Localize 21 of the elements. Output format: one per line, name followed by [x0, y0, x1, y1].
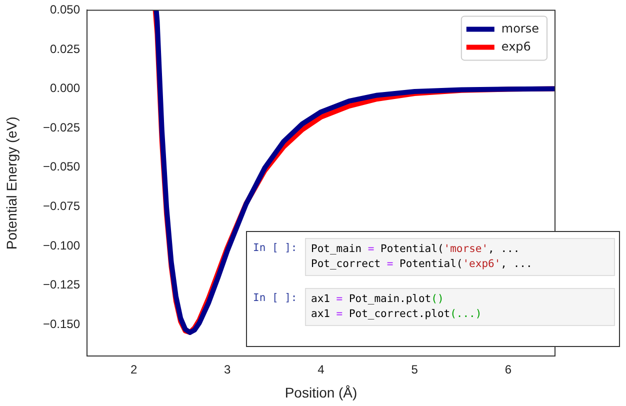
y-tick-label: −0.025 [42, 120, 80, 134]
annotation: In [ ]: [253, 241, 298, 256]
x-tick-label: 3 [224, 362, 232, 377]
x-axis-title: Position (Å) [284, 384, 358, 400]
annotation: In [ ]: [253, 291, 298, 306]
y-tick-label: 0.025 [50, 42, 80, 56]
y-tick-label: −0.050 [42, 160, 80, 174]
x-tick-label: 2 [130, 362, 138, 377]
y-tick-label: 0.000 [50, 81, 80, 96]
y-tick-label: 0.050 [50, 2, 80, 17]
y-axis-title: Potential Energy (eV) [3, 116, 20, 250]
y-tick-label: −0.075 [42, 198, 80, 213]
code-cell-panel: In [ ]: Pot_main = Potential('morse', ... Pot_correct = Potential('exp6', ... In [ ]: ax1 = Pot_main.plot() ax1 = Pot_correct.plot(...) [246, 231, 620, 347]
y-tick-label: −0.125 [42, 278, 80, 292]
legend-label: exp6 [501, 39, 531, 54]
x-tick-label: 6 [504, 362, 512, 377]
legend-label: morse [501, 21, 540, 36]
x-tick-label: 4 [318, 362, 325, 377]
y-tick-label: −0.150 [42, 316, 80, 331]
x-tick-label: 5 [411, 362, 418, 377]
y-tick-label: −0.100 [42, 238, 80, 252]
